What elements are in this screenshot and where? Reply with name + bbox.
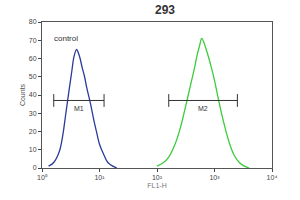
svg-text:20: 20 [29, 128, 37, 135]
svg-text:10: 10 [29, 146, 37, 153]
svg-text:10⁰: 10⁰ [37, 174, 48, 181]
svg-text:70: 70 [29, 37, 37, 44]
svg-text:80: 80 [29, 18, 37, 25]
svg-text:M2: M2 [198, 105, 208, 112]
svg-text:50: 50 [29, 73, 37, 80]
svg-text:30: 30 [29, 110, 37, 117]
svg-text:0: 0 [33, 164, 37, 171]
svg-text:M1: M1 [74, 105, 84, 112]
svg-text:10³: 10³ [209, 174, 220, 181]
svg-text:FL1-H: FL1-H [147, 182, 166, 189]
svg-text:40: 40 [29, 91, 37, 98]
svg-text:10¹: 10¹ [94, 174, 105, 181]
svg-text:293: 293 [155, 3, 175, 17]
svg-text:Counts: Counts [19, 83, 26, 106]
svg-text:10⁴: 10⁴ [267, 174, 278, 181]
svg-text:60: 60 [29, 55, 37, 62]
svg-text:10²: 10² [152, 174, 163, 181]
svg-text:control: control [54, 34, 78, 43]
